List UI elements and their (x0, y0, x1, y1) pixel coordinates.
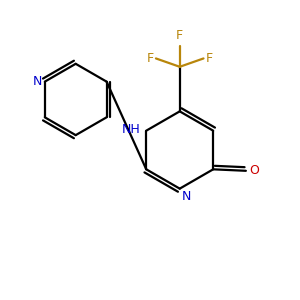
Text: NH: NH (122, 123, 141, 136)
Text: N: N (182, 190, 191, 203)
Text: F: F (176, 29, 183, 42)
Text: F: F (146, 52, 154, 65)
Text: O: O (249, 164, 259, 177)
Text: F: F (206, 52, 213, 65)
Text: N: N (32, 75, 42, 88)
